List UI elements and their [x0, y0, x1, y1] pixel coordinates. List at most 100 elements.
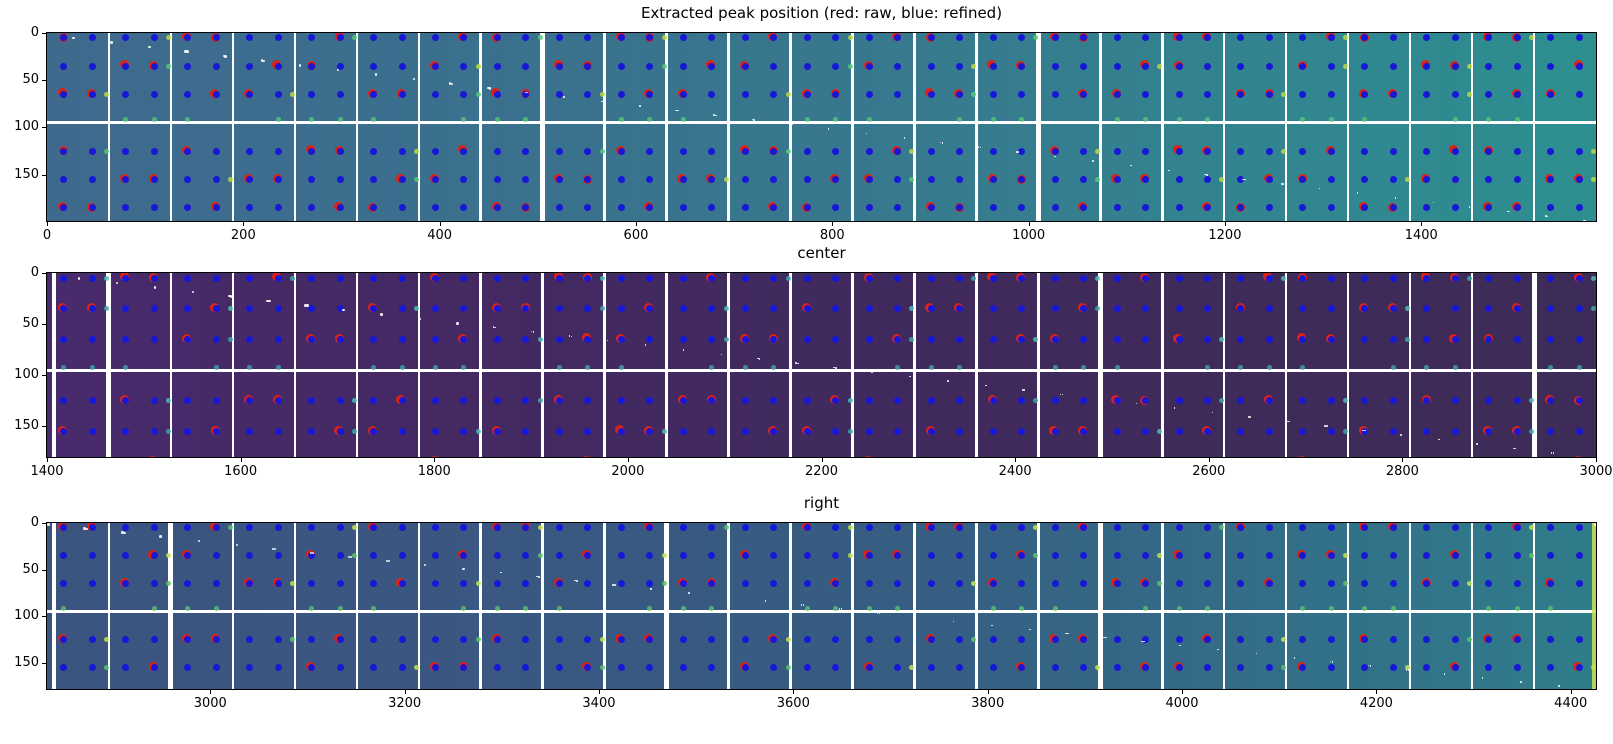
- module-gap: [913, 523, 916, 689]
- refined-peak-dot: [88, 204, 96, 212]
- refined-peak-dot: [493, 34, 501, 42]
- refined-peak-dot: [212, 204, 220, 212]
- noise-speck: [789, 123, 792, 126]
- noise-speck: [488, 87, 492, 90]
- refined-peak-dot: [246, 147, 254, 155]
- green-speck: [1205, 117, 1210, 123]
- module-gap: [727, 523, 730, 689]
- refined-peak-dot: [555, 34, 563, 42]
- green-speck: [1019, 117, 1025, 123]
- refined-peak-dot: [894, 636, 902, 644]
- edge-speck: [103, 275, 109, 281]
- edge-speck: [1467, 637, 1473, 643]
- noise-speck: [500, 571, 502, 574]
- refined-peak-dot: [336, 397, 344, 405]
- refined-peak-dot: [1389, 664, 1397, 672]
- refined-peak-dot: [1327, 397, 1335, 405]
- refined-peak-dot: [493, 664, 501, 672]
- refined-peak-dot: [1113, 427, 1121, 435]
- refined-peak-dot: [1575, 580, 1583, 588]
- refined-peak-dot: [1423, 204, 1431, 212]
- green-speck: [771, 364, 777, 370]
- refined-peak-dot: [894, 274, 902, 282]
- edge-speck: [537, 525, 543, 531]
- refined-peak-dot: [1051, 397, 1059, 405]
- refined-peak-dot: [398, 552, 406, 560]
- green-speck: [1114, 364, 1120, 370]
- refined-peak-dot: [150, 90, 158, 98]
- noise-speck: [1356, 192, 1359, 194]
- green-speck: [866, 117, 872, 123]
- refined-peak-dot: [1451, 204, 1459, 212]
- refined-peak-dot: [212, 397, 220, 405]
- noise-speck: [1331, 661, 1334, 663]
- edge-speck: [1529, 525, 1535, 531]
- module-gap: [1037, 273, 1040, 457]
- refined-peak-dot: [555, 552, 563, 560]
- refined-peak-dot: [1018, 427, 1026, 435]
- green-speck: [1328, 606, 1334, 612]
- refined-peak-dot: [1265, 580, 1273, 588]
- module-gap: [1470, 523, 1474, 689]
- edge-speck: [599, 91, 605, 97]
- refined-peak-dot: [308, 636, 316, 644]
- edge-speck: [1095, 275, 1101, 281]
- refined-peak-dot: [60, 175, 68, 183]
- refined-peak-dot: [989, 204, 997, 212]
- edge-speck: [971, 581, 977, 587]
- refined-peak-dot: [88, 62, 96, 70]
- refined-peak-dot: [1142, 397, 1150, 405]
- refined-peak-dot: [60, 34, 68, 42]
- noise-speck: [1558, 685, 1560, 687]
- refined-peak-dot: [460, 335, 468, 343]
- edge-speck: [723, 525, 729, 531]
- refined-peak-dot: [617, 147, 625, 155]
- refined-peak-dot: [122, 427, 130, 435]
- edge-speck: [227, 336, 233, 342]
- refined-peak-dot: [1051, 636, 1059, 644]
- refined-peak-dot: [646, 204, 654, 212]
- refined-peak-dot: [894, 335, 902, 343]
- refined-peak-dot: [555, 427, 563, 435]
- refined-peak-dot: [617, 427, 625, 435]
- noise-speck: [148, 45, 151, 49]
- refined-peak-dot: [1237, 636, 1245, 644]
- refined-peak-dot: [122, 580, 130, 588]
- noise-speck: [487, 86, 490, 90]
- refined-peak-dot: [493, 636, 501, 644]
- x-tick-label: 3400: [582, 696, 616, 711]
- y-tick-label: 150: [14, 654, 39, 670]
- refined-peak-dot: [1423, 147, 1431, 155]
- raw-peak-ring: [1449, 456, 1459, 457]
- raw-peak-ring: [582, 456, 592, 457]
- refined-peak-dot: [522, 305, 530, 313]
- y-tick-mark: [42, 375, 46, 377]
- refined-peak-dot: [398, 62, 406, 70]
- refined-peak-dot: [865, 664, 873, 672]
- refined-peak-dot: [646, 147, 654, 155]
- refined-peak-dot: [184, 147, 192, 155]
- refined-peak-dot: [1080, 147, 1088, 155]
- green-speck: [1390, 606, 1396, 612]
- noise-speck: [1255, 652, 1258, 655]
- noise-speck: [197, 539, 200, 543]
- refined-peak-dot: [617, 274, 625, 282]
- noise-speck: [1545, 215, 1547, 217]
- refined-peak-dot: [555, 274, 563, 282]
- refined-peak-dot: [956, 552, 964, 560]
- noise-speck: [1244, 178, 1246, 181]
- refined-peak-dot: [460, 664, 468, 672]
- refined-peak-dot: [865, 204, 873, 212]
- refined-peak-dot: [1080, 34, 1088, 42]
- edge-speck: [1591, 176, 1596, 182]
- edge-speck: [847, 35, 853, 41]
- raw-peak-ring: [1173, 456, 1183, 457]
- refined-peak-dot: [1080, 580, 1088, 588]
- refined-peak-dot: [1265, 90, 1273, 98]
- refined-peak-dot: [1513, 580, 1521, 588]
- green-speck: [461, 364, 467, 370]
- refined-peak-dot: [865, 34, 873, 42]
- edge-speck: [289, 637, 295, 643]
- module-gap: [1284, 33, 1288, 221]
- green-speck: [1576, 364, 1582, 370]
